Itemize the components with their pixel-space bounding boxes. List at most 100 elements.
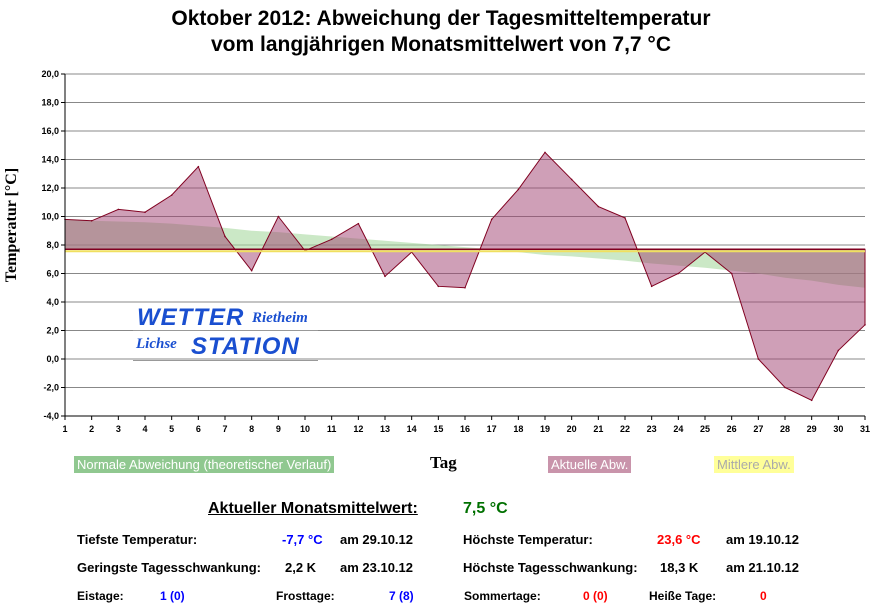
- max-temp-date: am 19.10.12: [726, 532, 800, 547]
- logo-left: Lichse: [136, 336, 177, 352]
- x-tick-label: 22: [620, 424, 630, 434]
- x-tick-label: 1: [62, 424, 67, 434]
- data-point: [117, 208, 120, 211]
- x-tick-label: 5: [169, 424, 174, 434]
- min-range-value: 2,2 K: [285, 560, 317, 575]
- title-line-1: Oktober 2012: Abweichung der Tagesmittel…: [171, 7, 711, 30]
- x-tick-label: 7: [222, 424, 227, 434]
- heisse-tage-value: 0: [760, 589, 767, 603]
- data-point: [144, 211, 146, 214]
- x-tick-label: 11: [327, 424, 337, 434]
- data-point: [90, 219, 93, 222]
- wetterstation-logo: WETTER Rietheim Lichse STATION: [133, 304, 318, 362]
- y-tick-label: 8,0: [46, 240, 59, 250]
- y-tick-label: 18,0: [41, 98, 59, 108]
- actual-deviation-area: [64, 151, 866, 401]
- x-tick-label: 20: [567, 424, 577, 434]
- eistage-label: Eistage:: [77, 589, 124, 603]
- x-tick-label: 12: [353, 424, 363, 434]
- y-tick-label: 16,0: [41, 126, 59, 136]
- data-point: [650, 285, 653, 288]
- y-tick-label: 0,0: [46, 354, 59, 364]
- x-tick-label: 26: [727, 424, 737, 434]
- data-point: [464, 286, 466, 289]
- logo-top: WETTER: [137, 304, 245, 331]
- x-tick-label: 2: [89, 424, 94, 434]
- x-tick-label: 3: [116, 424, 121, 434]
- month-mean-value: 7,5 °C: [463, 500, 508, 517]
- x-tick-label: 23: [647, 424, 657, 434]
- data-point: [384, 275, 386, 278]
- min-temp-value: -7,7 °C: [282, 532, 323, 547]
- sommertage-value: 0 (0): [583, 589, 608, 603]
- data-point: [357, 222, 360, 225]
- max-range-label: Höchste Tagesschwankung:: [463, 560, 638, 575]
- x-tick-label: 19: [540, 424, 550, 434]
- x-tick-label: 16: [460, 424, 470, 434]
- legend-normal: Normale Abweichung (theoretischer Verlau…: [74, 456, 335, 473]
- data-point: [810, 399, 813, 402]
- chart-title: Oktober 2012: Abweichung der Tagesmittel…: [0, 6, 882, 58]
- legend-actual: Aktuelle Abw.: [548, 456, 632, 473]
- y-tick-label: 4,0: [46, 297, 59, 307]
- y-tick-label: -2,0: [43, 383, 59, 393]
- data-point: [277, 215, 280, 218]
- x-tick-label: 4: [142, 424, 147, 434]
- x-tick-label: 10: [300, 424, 310, 434]
- max-range-value: 18,3 K: [660, 560, 699, 575]
- data-point: [330, 238, 333, 241]
- x-tick-label: 17: [487, 424, 497, 434]
- y-tick-label: 12,0: [41, 183, 59, 193]
- y-tick-label: 20,0: [41, 69, 59, 79]
- x-tick-label: 6: [196, 424, 201, 434]
- data-point: [837, 349, 840, 352]
- x-tick-label: 29: [807, 424, 817, 434]
- max-temp-value: 23,6 °C: [657, 532, 701, 547]
- y-tick-label: 10,0: [41, 212, 59, 222]
- data-point: [864, 324, 866, 326]
- x-tick-label: 18: [513, 424, 523, 434]
- data-point: [490, 218, 493, 221]
- normal-deviation-area: [65, 219, 865, 288]
- month-mean-label: Aktueller Monatsmittelwert:: [208, 500, 418, 517]
- max-temp-label: Höchste Temperatur:: [463, 532, 593, 547]
- data-point: [224, 235, 226, 238]
- x-tick-label: 31: [860, 424, 870, 434]
- data-point: [170, 194, 173, 196]
- data-point: [784, 386, 786, 389]
- y-tick-label: 6,0: [46, 269, 59, 279]
- max-range-date: am 21.10.12: [726, 560, 800, 575]
- title-line-2: vom langjährigen Monatsmittelwert von 7,…: [211, 33, 671, 56]
- logo-bottom: STATION: [191, 333, 300, 360]
- data-point: [250, 269, 253, 272]
- min-range-label: Geringste Tagesschwankung:: [77, 560, 261, 575]
- x-axis-label: Tag: [430, 453, 457, 472]
- legend-mean: Mittlere Abw.: [714, 456, 794, 473]
- data-point: [677, 272, 680, 275]
- data-point: [197, 165, 200, 168]
- x-tick-label: 8: [249, 424, 254, 434]
- x-tick-label: 14: [407, 424, 417, 434]
- y-tick-label: 2,0: [46, 326, 59, 336]
- data-point: [570, 178, 573, 181]
- data-point: [517, 188, 520, 191]
- x-tick-label: 15: [433, 424, 443, 434]
- data-point: [757, 358, 760, 360]
- y-axis-label: Temperatur [°C]: [3, 167, 20, 283]
- y-tick-label: -4,0: [43, 411, 59, 421]
- x-tick-label: 24: [673, 424, 683, 434]
- x-tick-label: 13: [380, 424, 390, 434]
- x-tick-label: 9: [276, 424, 281, 434]
- sommertage-label: Sommertage:: [464, 589, 541, 603]
- data-point: [544, 151, 546, 154]
- heisse-tage-label: Heiße Tage:: [649, 589, 717, 603]
- x-tick-label: 21: [593, 424, 603, 434]
- data-point: [597, 205, 600, 208]
- min-temp-label: Tiefste Temperatur:: [77, 532, 198, 547]
- x-tick-label: 28: [780, 424, 790, 434]
- data-point: [730, 272, 733, 275]
- min-temp-date: am 29.10.12: [340, 532, 414, 547]
- x-tick-label: 25: [700, 424, 710, 434]
- data-point: [437, 285, 440, 288]
